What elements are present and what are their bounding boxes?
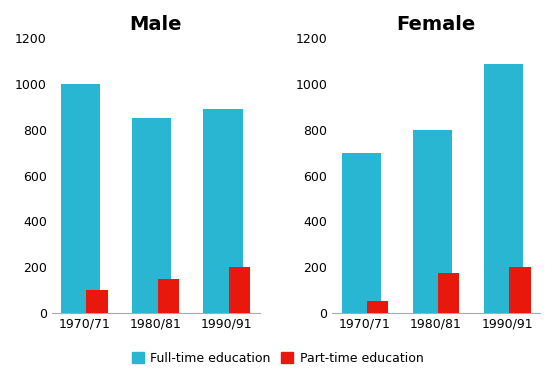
Bar — [87, 290, 108, 313]
Bar — [413, 130, 452, 313]
Bar — [438, 273, 460, 313]
Bar — [132, 119, 171, 313]
Title: Female: Female — [396, 15, 476, 34]
Bar — [204, 109, 243, 313]
Bar — [367, 301, 388, 313]
Title: Male: Male — [129, 15, 182, 34]
Bar — [61, 84, 100, 313]
Bar — [342, 153, 381, 313]
Bar — [484, 63, 523, 313]
Legend: Full-time education, Part-time education: Full-time education, Part-time education — [127, 347, 428, 370]
Bar — [509, 267, 531, 313]
Bar — [229, 267, 250, 313]
Bar — [158, 279, 179, 313]
